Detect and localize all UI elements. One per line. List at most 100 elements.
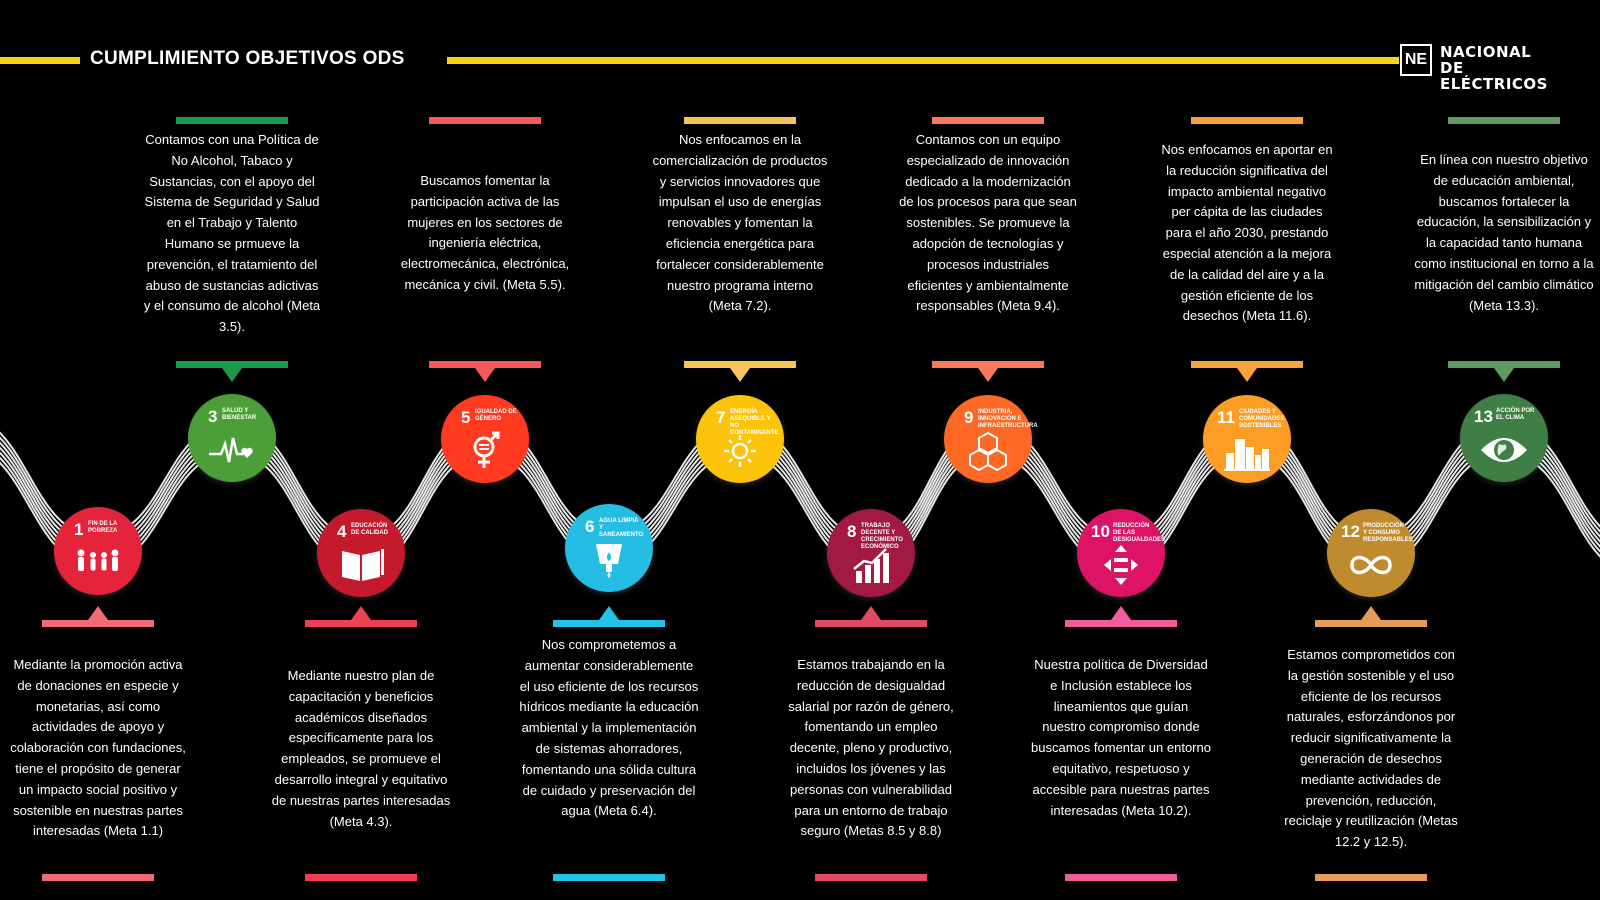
sdg-5-label: Igualdad de género [475,409,517,422]
sdg-12-badge: 12 Producción y consumo responsables [1327,509,1415,597]
goal-8-accent-bar [815,874,927,881]
goal-3-accent-bar [176,117,288,124]
sdg-7-number: 7 [716,408,726,427]
goal-8-connector-bar [815,620,927,627]
goal-9-pointer [978,368,998,382]
equality-icon [1096,545,1146,585]
goal-5-connector-bar [429,361,541,368]
water-drop-icon [584,540,634,580]
logo-text: NACIONAL DE ELÉCTRICOS [1440,44,1548,92]
goal-10-pointer [1111,606,1131,620]
heartbeat-icon [207,430,257,470]
goal-1-pointer [88,606,108,620]
sdg-13-label: Acción por el clima [1496,408,1535,421]
goal-13-description: En línea con nuestro objetivo de educaci… [1414,152,1594,313]
sdg-9-number: 9 [964,408,974,427]
gender-icon [460,431,510,471]
sdg-9-label: Industria, innovación e infraestructura [978,409,1038,429]
goal-4-pointer [351,606,371,620]
city-icon [1222,431,1272,471]
goal-5-description: Buscamos fomentar la participación activ… [400,173,570,292]
goal-3-connector-bar [176,361,288,368]
goal-5-pointer [475,368,495,382]
sdg-7-label: Energía asequible y no contaminante [730,409,779,436]
sdg-10-badge: 10 Reducción de las desigualdades [1077,509,1165,597]
goal-7-description: Nos enfocamos en la comercialización de … [652,132,828,314]
sdg-11-number: 11 [1217,408,1235,427]
goal-13-connector-bar [1448,361,1560,368]
logo-mark: NE [1400,44,1432,76]
sdg-12-label: Producción y consumo responsables [1363,523,1413,543]
goal-9-accent-bar [932,117,1044,124]
title-accent-bar-right [447,57,1399,64]
sdg-4-number: 4 [337,522,347,541]
goal-9-description: Contamos con un equipo especializado de … [899,132,1077,314]
sdg-8-badge: 8 Trabajo decente y crecimiento económico [827,509,915,597]
goal-10-accent-bar [1065,874,1177,881]
sdg-7-badge: 7 Energía asequible y no contaminante [696,395,784,483]
goal-1-description: Mediante la promoción activa de donacion… [10,657,186,839]
sdg-11-label: Ciudades y comunidades sostenibles [1239,409,1285,429]
goal-11-accent-bar [1191,117,1303,124]
sdg-3-label: Salud y bienestar [222,408,257,421]
sdg-4-label: Educación de calidad [351,523,388,536]
goal-7-pointer [730,368,750,382]
sdg-4-badge: 4 Educación de calidad [317,509,405,597]
title-accent-bar-left [0,57,80,64]
goal-11-description: Nos enfocamos en aportar en la reducción… [1161,142,1333,324]
eye-globe-icon [1479,430,1529,470]
logo-line-1: NACIONAL DE [1440,43,1532,77]
goal-1-accent-bar [42,874,154,881]
sdg-1-label: Fin de la pobreza [88,521,118,534]
sdg-6-badge: 6 Agua limpia y saneamiento [565,504,653,592]
sdg-3-number: 3 [208,407,218,426]
goal-6-connector-bar [553,620,665,627]
goal-13-accent-bar [1448,117,1560,124]
sdg-12-number: 12 [1341,522,1360,541]
goal-1-connector-bar [42,620,154,627]
family-icon [73,543,123,583]
goal-12-description: Estamos comprometidos con la gestión sos… [1284,647,1458,850]
goal-11-pointer [1237,368,1257,382]
goal-6-accent-bar [553,874,665,881]
goal-8-pointer [861,606,881,620]
growth-chart-icon [846,545,896,585]
sun-icon [715,431,765,471]
goal-11-connector-bar [1191,361,1303,368]
goal-7-accent-bar [684,117,796,124]
goal-6-description: Nos comprometemos a aumentar considerabl… [519,637,699,819]
sdg-3-badge: 3 Salud y bienestar [188,394,276,482]
goal-4-connector-bar [305,620,417,627]
goal-12-connector-bar [1315,620,1427,627]
cubes-icon [963,431,1013,472]
goal-4-accent-bar [305,874,417,881]
sdg-13-badge: 13 Acción por el clima [1460,394,1548,482]
goal-10-description: Nuestra política de Diversidad e Inclusi… [1031,657,1211,818]
page-title: CUMPLIMIENTO OBJETIVOS ODS [90,48,405,69]
goal-12-pointer [1361,606,1381,620]
goal-7-connector-bar [684,361,796,368]
sdg-1-number: 1 [74,520,84,539]
company-logo: NE NACIONAL DE ELÉCTRICOS [1400,44,1548,92]
goal-9-connector-bar [932,361,1044,368]
sdg-6-label: Agua limpia y saneamiento [599,518,644,538]
sdg-1-badge: 1 Fin de la pobreza [54,507,142,595]
goal-4-description: Mediante nuestro plan de capacitación y … [271,668,451,829]
sdg-8-label: Trabajo decente y crecimiento económico [861,523,903,550]
sdg-5-badge: 5 Igualdad de género [441,395,529,483]
goal-3-description: Contamos con una Política de No Alcohol,… [143,132,321,335]
goal-3-pointer [222,368,242,382]
goal-10-connector-bar [1065,620,1177,627]
goal-5-accent-bar [429,117,541,124]
goal-12-accent-bar [1315,874,1427,881]
sdg-10-number: 10 [1091,522,1110,541]
sdg-10-label: Reducción de las desigualdades [1113,523,1166,543]
goal-6-pointer [599,606,619,620]
goal-8-description: Estamos trabajando en la reducción de de… [788,657,954,839]
logo-line-2: ELÉCTRICOS [1440,75,1548,93]
book-icon [336,545,386,585]
sdg-9-badge: 9 Industria, innovación e infraestructura [944,395,1038,483]
sdg-6-number: 6 [585,517,595,536]
sdg-8-number: 8 [847,522,857,541]
goal-13-pointer [1494,368,1514,382]
